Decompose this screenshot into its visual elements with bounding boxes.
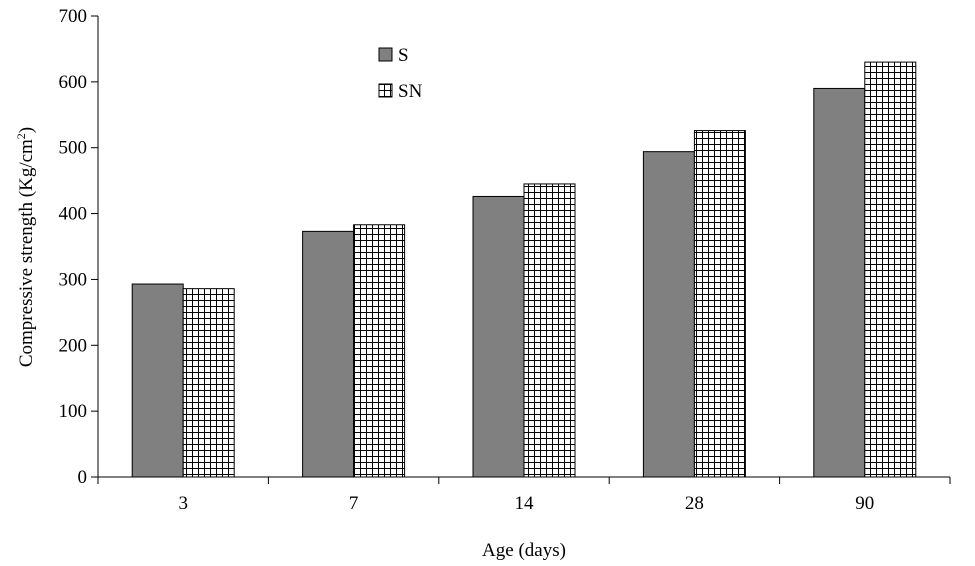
legend-swatch-s — [378, 47, 393, 62]
x-tick-label: 14 — [515, 493, 535, 514]
bar-s-7 — [302, 230, 355, 478]
bar-sn-14 — [523, 183, 576, 478]
y-tick-label: 300 — [59, 269, 88, 290]
y-tick-label: 600 — [59, 72, 88, 93]
y-tick-label: 0 — [78, 467, 88, 488]
y-tick-label: 700 — [59, 6, 88, 27]
bars — [131, 61, 917, 478]
bar-s-3 — [131, 283, 184, 478]
y-tick-label: 500 — [59, 138, 88, 159]
y-tick-label: 200 — [59, 335, 88, 356]
y-axis-label-close: ) — [16, 127, 37, 133]
legend-label-sn: SN — [398, 81, 423, 102]
bar-sn-28 — [693, 130, 746, 478]
bar-sn-3 — [182, 288, 235, 478]
y-axis-label: Compressive strength (Kg/cm2) — [14, 127, 37, 367]
legend: S SN — [378, 45, 423, 102]
bar-s-28 — [642, 151, 695, 478]
x-ticks: 3 7 14 28 90 — [97, 477, 951, 514]
y-axis-label-main: Compressive strength (Kg/cm — [16, 139, 37, 367]
legend-swatch-sn — [378, 83, 393, 98]
y-ticks: 0 100 200 300 400 500 600 700 — [59, 6, 98, 488]
bar-sn-90 — [864, 61, 917, 478]
bar-s-14 — [472, 195, 525, 478]
x-tick-label: 90 — [855, 493, 874, 514]
x-tick-label: 3 — [178, 493, 188, 514]
bar-s-90 — [813, 87, 866, 478]
legend-label-s: S — [398, 45, 409, 66]
x-axis-label: Age (days) — [482, 540, 566, 561]
x-tick-label: 28 — [685, 493, 704, 514]
y-axis-label-sup: 2 — [14, 133, 28, 139]
x-tick-label: 7 — [349, 493, 359, 514]
y-tick-label: 400 — [59, 204, 88, 225]
bar-sn-7 — [353, 224, 406, 478]
y-tick-label: 100 — [59, 401, 88, 422]
